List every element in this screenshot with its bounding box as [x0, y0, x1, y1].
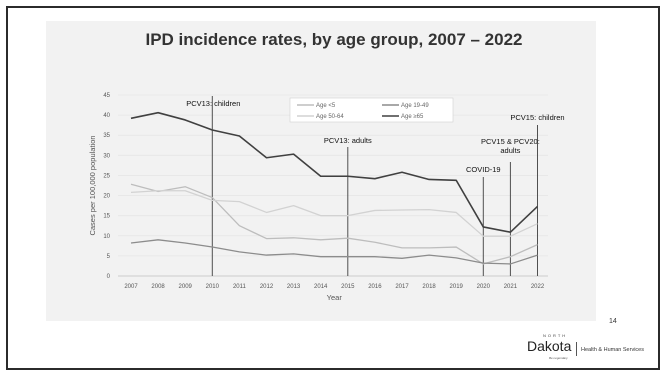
y-tick-label: 40 — [103, 113, 110, 119]
y-tick-label: 5 — [107, 254, 111, 260]
annotation-lines — [211, 96, 538, 276]
axis-labels: 0 5 10 15 20 25 30 35 40 45 2007 2008 2009 2010 2011 20… — [88, 93, 545, 302]
legend-label-lt5: Age <5 — [316, 103, 336, 109]
slide-background — [46, 21, 596, 321]
x-tick-label: 2013 — [287, 284, 301, 290]
x-tick-label: 2022 — [531, 284, 545, 290]
legend-label-ge65: Age ≥65 — [401, 114, 424, 120]
legend-label-a19_49: Age 19-49 — [401, 103, 429, 109]
series-a50_64-line — [130, 190, 538, 237]
pcv15-children-label: PCV15: children — [510, 113, 564, 122]
x-tick-label: 2010 — [206, 284, 220, 290]
logo-separator — [576, 342, 577, 356]
logo-tagline: Be Legendary — [549, 356, 568, 360]
y-tick-label: 15 — [103, 214, 110, 220]
y-tick-label: 10 — [103, 234, 110, 240]
pcv15-pcv20-label: PCV15 & PCV20: — [481, 137, 540, 146]
y-tick-label: 35 — [103, 133, 110, 139]
x-tick-label: 2016 — [368, 284, 382, 290]
logo-north-text: NORTH — [543, 333, 568, 338]
x-tick-label: 2007 — [124, 284, 138, 290]
pcv13-children-label: PCV13: children — [186, 99, 240, 108]
x-tick-label: 2017 — [395, 284, 409, 290]
legend-label-a50_64: Age 50-64 — [316, 114, 344, 120]
pcv13-adults-label: PCV13: adults — [324, 136, 372, 145]
page-number: 14 — [609, 318, 617, 325]
x-tick-label: 2009 — [179, 284, 193, 290]
x-tick-label: 2014 — [314, 284, 328, 290]
y-tick-label: 25 — [103, 173, 110, 179]
logo-dakota-text: Dakota — [527, 338, 572, 354]
series-a19_49-line — [130, 239, 538, 265]
x-tick-label: 2011 — [233, 284, 247, 290]
logo-department: Health & Human Services — [581, 347, 644, 353]
x-tick-label: 2008 — [151, 284, 165, 290]
chart-title: IPD incidence rates, by age group, 2007 … — [145, 30, 523, 49]
nd-hhs-logo: NORTH Dakota Be Legendary Health & Human… — [527, 333, 667, 365]
x-tick-label: 2020 — [477, 284, 491, 290]
x-tick-label: 2019 — [450, 284, 464, 290]
y-tick-label: 45 — [103, 93, 110, 99]
x-tick-label: 2012 — [260, 284, 274, 290]
legend: Age <5 Age 19-49 Age 50-64 Age ≥65 — [289, 97, 454, 123]
pcv15-pcv20-label: adults — [500, 146, 520, 155]
series-ge65-line — [130, 111, 539, 233]
y-tick-label: 30 — [103, 153, 110, 159]
series-lines — [130, 111, 539, 265]
y-tick-label: 20 — [103, 194, 110, 200]
annotation-labels: PCV13: children PCV13: adults COVID-19 PCV1… — [186, 99, 564, 174]
series-lt5-line — [130, 183, 538, 265]
x-tick-label: 2015 — [341, 284, 355, 290]
legend-box — [289, 97, 454, 123]
y-tick-label: 0 — [107, 274, 111, 280]
x-tick-label: 2018 — [422, 284, 436, 290]
x-axis-label: Year — [327, 293, 343, 302]
y-axis-label: Cases per 100,000 population — [88, 135, 97, 235]
x-tick-label: 2021 — [504, 284, 518, 290]
covid-19-label: COVID-19 — [466, 165, 501, 174]
